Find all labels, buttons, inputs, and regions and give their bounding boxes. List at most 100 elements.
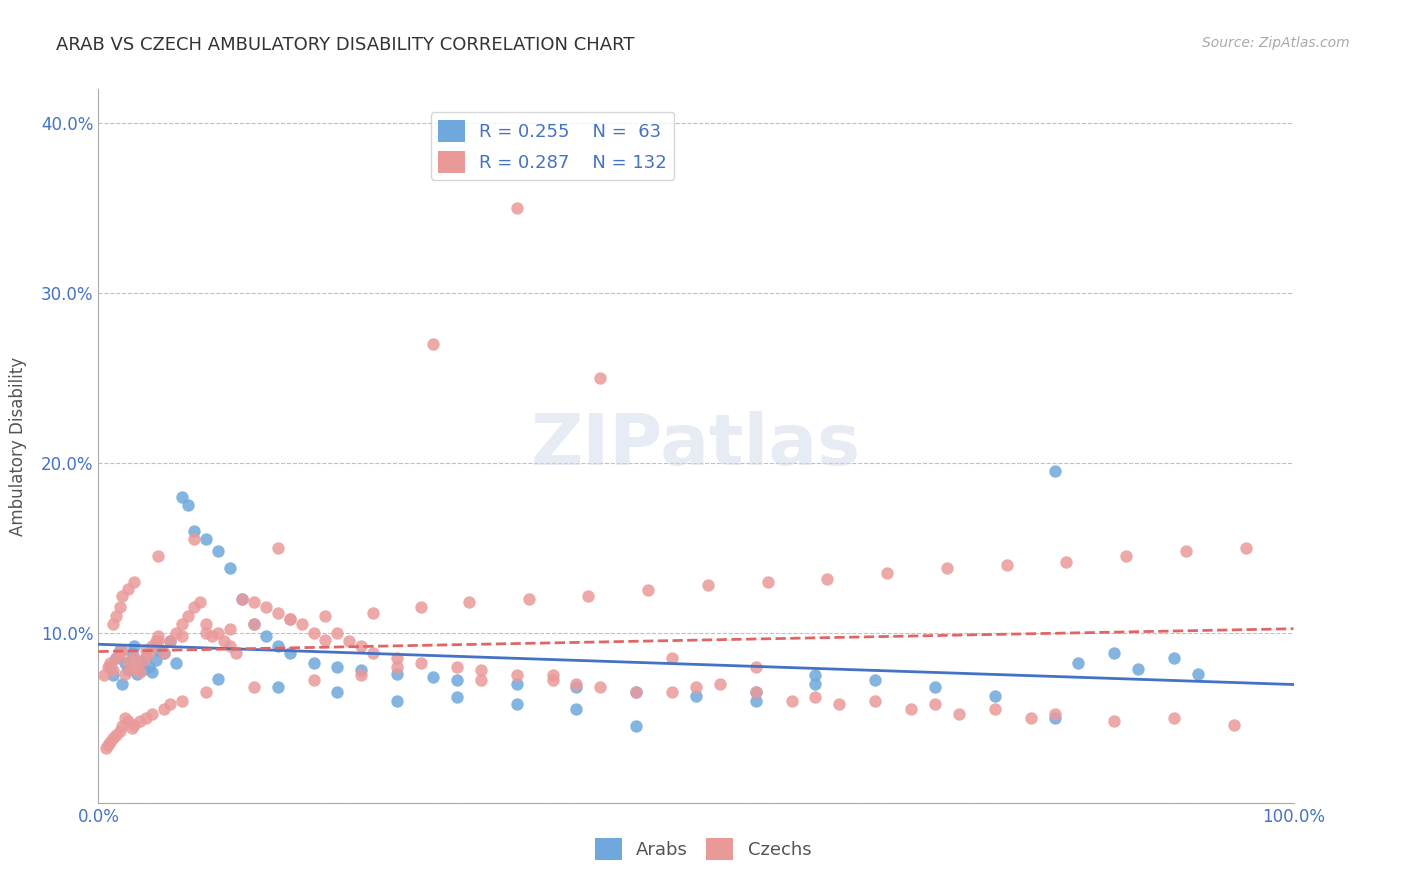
Point <box>125 660 148 674</box>
Point <box>1234 541 1257 555</box>
Point <box>1056 555 1078 569</box>
Point <box>111 677 134 691</box>
Point <box>141 665 163 679</box>
Point <box>117 714 139 729</box>
Point <box>219 561 242 575</box>
Point <box>411 600 433 615</box>
Point <box>165 626 187 640</box>
Point <box>804 668 827 682</box>
Point <box>804 677 827 691</box>
Point <box>243 617 266 632</box>
Point <box>1223 717 1246 731</box>
Point <box>1163 651 1185 665</box>
Point <box>745 685 768 699</box>
Point <box>207 544 229 558</box>
Point <box>231 591 253 606</box>
Point <box>350 640 373 654</box>
Point <box>159 634 181 648</box>
Point <box>117 663 139 677</box>
Point <box>212 634 235 648</box>
Point <box>267 680 290 694</box>
Point <box>1043 465 1066 479</box>
Point <box>924 698 946 712</box>
Point <box>219 640 242 654</box>
Point <box>517 591 540 606</box>
Point <box>98 657 122 671</box>
Point <box>685 680 707 694</box>
Point <box>506 668 529 682</box>
Y-axis label: Ambulatory Disability: Ambulatory Disability <box>10 357 27 535</box>
Point <box>98 660 122 674</box>
Point <box>117 655 139 669</box>
Point <box>697 578 720 592</box>
Point <box>243 680 266 694</box>
Point <box>148 634 170 648</box>
Legend: R = 0.255    N =  63, R = 0.287    N = 132: R = 0.255 N = 63, R = 0.287 N = 132 <box>430 112 675 180</box>
Point <box>172 629 194 643</box>
Point <box>105 651 128 665</box>
Point <box>278 612 301 626</box>
Point <box>302 626 325 640</box>
Point <box>446 673 468 688</box>
Point <box>339 634 361 648</box>
Point <box>231 591 253 606</box>
Point <box>315 632 337 647</box>
Point <box>145 634 167 648</box>
Point <box>541 673 564 688</box>
Text: ZIPatlas: ZIPatlas <box>531 411 860 481</box>
Point <box>385 660 409 674</box>
Point <box>302 657 325 671</box>
Point <box>506 698 529 712</box>
Point <box>350 668 373 682</box>
Point <box>124 649 146 664</box>
Point <box>745 685 768 699</box>
Text: ARAB VS CZECH AMBULATORY DISABILITY CORRELATION CHART: ARAB VS CZECH AMBULATORY DISABILITY CORR… <box>56 36 634 54</box>
Point <box>93 668 115 682</box>
Point <box>135 711 157 725</box>
Point <box>98 734 122 748</box>
Point <box>145 653 167 667</box>
Point <box>470 663 492 677</box>
Point <box>148 643 170 657</box>
Point <box>201 629 224 643</box>
Point <box>188 595 211 609</box>
Point <box>111 643 134 657</box>
Point <box>207 626 229 640</box>
Point <box>114 666 136 681</box>
Point <box>506 201 529 215</box>
Point <box>183 600 205 615</box>
Point <box>541 668 564 682</box>
Point <box>385 694 409 708</box>
Point <box>446 660 468 674</box>
Point <box>363 606 385 620</box>
Point <box>422 337 444 351</box>
Point <box>183 533 205 547</box>
Legend: Arabs, Czechs: Arabs, Czechs <box>588 830 818 867</box>
Point <box>97 660 120 674</box>
Point <box>815 572 838 586</box>
Point <box>828 698 851 712</box>
Point <box>243 617 266 632</box>
Point <box>138 660 160 674</box>
Point <box>948 707 970 722</box>
Point <box>153 702 176 716</box>
Point <box>685 689 707 703</box>
Point <box>132 662 155 676</box>
Point <box>129 655 152 669</box>
Point <box>105 608 128 623</box>
Point <box>470 673 492 688</box>
Point <box>315 608 337 623</box>
Point <box>108 600 131 615</box>
Point <box>637 583 659 598</box>
Point <box>165 657 187 671</box>
Point <box>326 626 349 640</box>
Point <box>108 646 131 660</box>
Point <box>385 651 409 665</box>
Point <box>195 533 218 547</box>
Point <box>108 643 131 657</box>
Point <box>278 646 301 660</box>
Point <box>446 690 468 705</box>
Point <box>101 663 124 677</box>
Point <box>1043 711 1066 725</box>
Point <box>111 719 134 733</box>
